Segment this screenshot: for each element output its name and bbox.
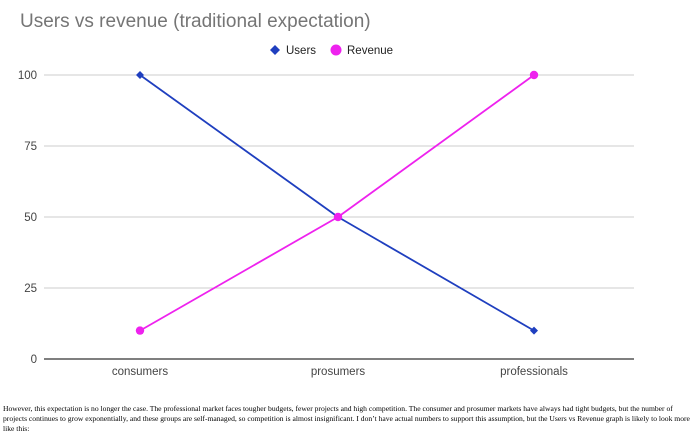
legend-marker-users [270, 45, 280, 55]
y-tick-label: 0 [31, 354, 37, 366]
caption-text: However, this expectation is no longer t… [3, 404, 690, 433]
legend-label-users: Users [286, 45, 316, 57]
data-point-revenue [333, 212, 343, 222]
series-line-users [139, 74, 535, 332]
legend-marker-revenue [330, 44, 342, 56]
series-line-revenue [139, 74, 535, 332]
y-tick-label: 100 [18, 70, 37, 82]
line-chart: Users vs revenue (traditional expectatio… [18, 11, 634, 378]
legend: Users Revenue [270, 44, 393, 57]
y-axis-ticks: 0 25 50 75 100 [18, 70, 37, 366]
data-point-revenue [135, 326, 145, 335]
y-tick-label: 25 [24, 283, 37, 295]
legend-label-revenue: Revenue [347, 45, 393, 57]
chart-title: Users vs revenue (traditional expectatio… [20, 11, 371, 32]
x-tick-label: consumers [112, 366, 168, 378]
y-tick-label: 50 [24, 212, 37, 224]
x-axis-ticks: consumers prosumers professionals [112, 366, 568, 378]
x-tick-label: professionals [500, 366, 568, 378]
data-point-users [530, 326, 538, 335]
data-point-users [136, 71, 144, 79]
x-tick-label: prosumers [311, 366, 366, 378]
data-point-revenue [529, 70, 539, 80]
series-lines [135, 70, 539, 335]
y-tick-label: 75 [24, 141, 37, 153]
